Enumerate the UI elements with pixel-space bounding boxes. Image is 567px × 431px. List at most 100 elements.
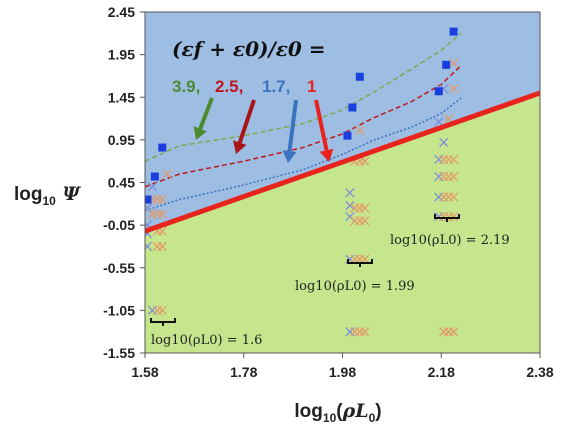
cross-stroke bbox=[360, 327, 370, 337]
x-axis-label-var: ρL bbox=[342, 400, 369, 422]
y-tick-label: -0.55 bbox=[103, 260, 135, 276]
cross-marker bbox=[448, 84, 459, 94]
cross-marker bbox=[360, 156, 370, 166]
square-marker bbox=[449, 27, 458, 36]
square-marker bbox=[355, 72, 364, 81]
legend-arrow-head bbox=[319, 148, 334, 162]
cross-marker bbox=[360, 203, 370, 213]
y-tick-label: -1.05 bbox=[103, 302, 135, 318]
cross-marker bbox=[345, 200, 355, 211]
legend-arrow-shaft bbox=[314, 99, 329, 151]
cross-marker bbox=[448, 211, 459, 222]
cross-stroke bbox=[448, 192, 459, 202]
cross-stroke bbox=[360, 216, 370, 226]
annotation-layer: log10(ρL0) = 1.6 log10(ρL0) = 1.99 log10(ρ… bbox=[150, 214, 510, 348]
legend-value-0: 3.9, bbox=[172, 77, 200, 96]
cross-marker bbox=[448, 154, 459, 165]
cross-stroke bbox=[147, 182, 158, 192]
square-marker bbox=[434, 87, 443, 96]
x-tick-label: 1.78 bbox=[230, 364, 257, 380]
cross-marker bbox=[355, 125, 365, 136]
legend-header: (εf + ε0)/ε0 = bbox=[172, 37, 326, 61]
cross-stroke bbox=[448, 211, 459, 222]
cross-stroke bbox=[439, 137, 449, 148]
cross-stroke bbox=[448, 171, 459, 182]
cross-stroke bbox=[360, 156, 370, 166]
y-tick-label: -1.55 bbox=[103, 345, 135, 361]
annotation-label: log10(ρL0) = 1.6 bbox=[151, 333, 262, 348]
curve-3.9 bbox=[145, 32, 462, 162]
curve-2.5 bbox=[145, 65, 462, 188]
cross-marker bbox=[145, 203, 153, 213]
cross-marker bbox=[145, 241, 153, 252]
cross-marker bbox=[157, 194, 167, 205]
legend-value-2: 1.7, bbox=[262, 77, 290, 96]
cross-marker bbox=[345, 188, 355, 198]
y-axis-label: log10 Ψ bbox=[14, 183, 81, 208]
cross-marker bbox=[360, 327, 370, 337]
square-marker bbox=[348, 103, 357, 112]
cross-stroke bbox=[448, 154, 459, 165]
x-tick-label: 1.58 bbox=[131, 364, 158, 380]
cross-marker bbox=[448, 327, 459, 337]
cross-stroke bbox=[157, 226, 167, 236]
cross-marker bbox=[162, 169, 172, 179]
cross-marker bbox=[448, 192, 459, 202]
cross-stroke bbox=[434, 117, 444, 127]
legend-arrow-head bbox=[233, 140, 247, 154]
annotation-brace bbox=[347, 259, 373, 267]
cross-marker bbox=[448, 58, 459, 68]
region-upper bbox=[145, 12, 540, 232]
cross-stroke bbox=[157, 305, 167, 316]
cross-stroke bbox=[355, 125, 365, 136]
y-tick-label: 0.95 bbox=[108, 132, 135, 148]
cross-stroke bbox=[448, 84, 459, 94]
cross-stroke bbox=[448, 58, 459, 68]
legend-arrow-shaft bbox=[287, 99, 298, 152]
legend-arrow-head bbox=[193, 126, 207, 140]
annotation-label: log10(ρL0) = 2.19 bbox=[390, 233, 510, 248]
cross-stroke bbox=[145, 203, 153, 212]
cross-stroke bbox=[448, 327, 459, 337]
cross-marker bbox=[147, 182, 158, 192]
boundary-line bbox=[145, 90, 540, 234]
square-marker bbox=[442, 60, 451, 69]
legend-arrow-shaft bbox=[237, 99, 256, 144]
legend-value-1: 2.5, bbox=[215, 77, 243, 96]
axes-layer: 1.58 1.78 1.98 2.18 2.38 2.45 1.95 1.45 0.95 0.45… bbox=[103, 4, 554, 380]
cross-stroke bbox=[345, 188, 355, 198]
y-tick-label: 1.95 bbox=[108, 47, 135, 63]
cross-stroke bbox=[157, 194, 167, 205]
cross-stroke bbox=[345, 211, 355, 222]
legend-arrow-shaft bbox=[198, 97, 214, 130]
legend-arrow-head bbox=[282, 150, 297, 163]
square-marker bbox=[150, 172, 159, 181]
legend-value-3: 1 bbox=[307, 77, 316, 96]
cross-marker bbox=[439, 137, 449, 148]
cross-stroke bbox=[157, 209, 167, 219]
cross-stroke bbox=[145, 241, 153, 250]
y-tick-label: 2.45 bbox=[108, 4, 135, 20]
cross-marker bbox=[448, 171, 459, 182]
x-tick-label: 2.38 bbox=[526, 364, 553, 380]
cross-stroke bbox=[145, 220, 153, 229]
cross-marker bbox=[157, 209, 167, 219]
y-tick-label: -0.05 bbox=[103, 217, 135, 233]
cross-stroke bbox=[162, 169, 172, 179]
annotation-brace bbox=[150, 318, 176, 326]
curve-1.7 bbox=[145, 97, 462, 212]
cross-marker bbox=[157, 241, 167, 252]
x-tick-label: 1.98 bbox=[329, 364, 356, 380]
region-layer bbox=[145, 12, 540, 353]
y-tick-label: 1.45 bbox=[108, 89, 135, 105]
square-marker bbox=[145, 195, 152, 204]
annotation-label: log10(ρL0) = 1.99 bbox=[295, 279, 415, 294]
cross-marker bbox=[157, 305, 167, 316]
legend: (εf + ε0)/ε0 = 3.9, 2.5, 1.7, 1 bbox=[172, 37, 334, 163]
cross-marker bbox=[360, 216, 370, 226]
cross-stroke bbox=[157, 241, 167, 252]
square-marker bbox=[343, 131, 352, 140]
x-axis-label: log10(ρL0) bbox=[294, 400, 381, 425]
annotation-brace bbox=[434, 214, 460, 222]
cross-stroke bbox=[360, 203, 370, 213]
